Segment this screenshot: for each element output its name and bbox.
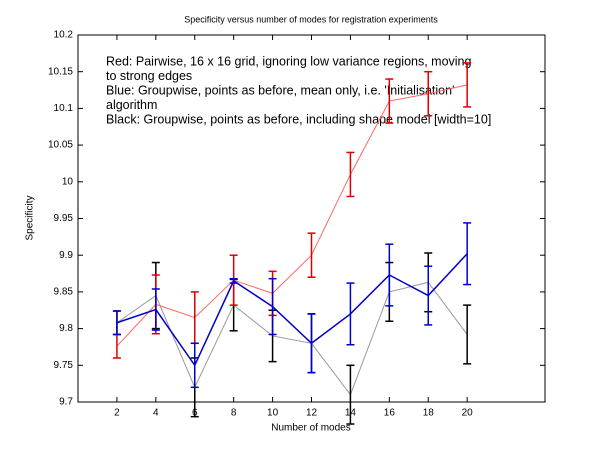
y-tick-label: 10.05 xyxy=(48,140,73,151)
error-bar xyxy=(229,277,238,284)
y-tick-label: 10.1 xyxy=(54,103,74,114)
x-tick-label: 18 xyxy=(423,408,435,419)
x-tick-label: 20 xyxy=(462,408,474,419)
y-tick-label: 10.2 xyxy=(54,30,74,41)
error-bar xyxy=(463,62,472,108)
error-bar xyxy=(190,342,199,389)
y-axis-label: Specificity xyxy=(25,195,36,240)
series-line xyxy=(116,84,468,347)
y-tick-label: 9.75 xyxy=(54,360,74,371)
error-bar xyxy=(190,291,199,345)
error-bar xyxy=(463,304,472,365)
y-tick-label: 9.7 xyxy=(59,397,73,408)
error-bar xyxy=(424,70,433,117)
x-tick-label: 12 xyxy=(306,408,318,419)
x-tick-label: 8 xyxy=(231,408,237,419)
series-line xyxy=(116,281,468,396)
annotation: to strong edges xyxy=(106,69,192,83)
error-bar xyxy=(346,151,355,198)
annotation: Black: Groupwise, points as before, incl… xyxy=(106,112,491,126)
y-tick-label: 9.95 xyxy=(54,213,74,224)
error-bar xyxy=(346,364,355,425)
x-tick-label: 16 xyxy=(384,408,396,419)
error-bar xyxy=(112,333,121,359)
series-line xyxy=(116,253,468,367)
error-bar xyxy=(424,265,433,326)
y-tick-label: 10 xyxy=(62,176,74,187)
error-bar xyxy=(385,243,394,307)
y-tick-label: 9.8 xyxy=(59,323,73,334)
annotation: Red: Pairwise, 16 x 16 grid, ignoring lo… xyxy=(106,54,472,68)
error-bar xyxy=(151,288,160,331)
error-bar xyxy=(268,277,277,336)
error-bar xyxy=(463,222,472,286)
x-tick-label: 2 xyxy=(114,408,120,419)
x-tick-label: 10 xyxy=(267,408,279,419)
error-bar xyxy=(307,232,316,278)
y-tick-label: 9.85 xyxy=(54,287,74,298)
x-axis-label: Number of modes xyxy=(271,423,350,434)
annotation: Blue: Groupwise, points as before, mean … xyxy=(106,83,454,97)
y-tick-label: 10.15 xyxy=(48,66,73,77)
chart-title: Specificity versus number of modes for r… xyxy=(184,14,438,24)
x-tick-label: 4 xyxy=(153,408,159,419)
error-bar xyxy=(346,282,355,346)
error-bar xyxy=(307,313,316,374)
y-tick-label: 9.9 xyxy=(59,250,73,261)
annotation: algorithm xyxy=(106,98,157,112)
error-bar xyxy=(385,78,394,124)
error-bar xyxy=(112,310,121,336)
